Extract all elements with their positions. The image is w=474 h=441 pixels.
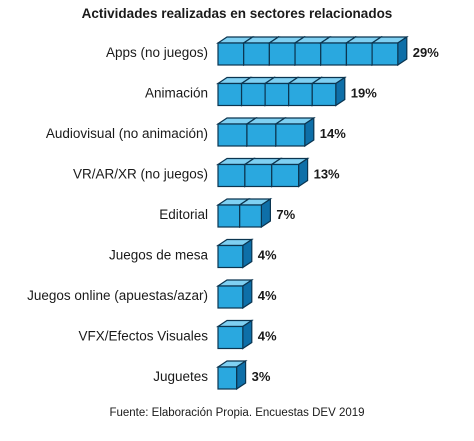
cube-front: [371, 42, 399, 66]
cube-front: [264, 82, 290, 107]
value-label: 13%: [314, 167, 340, 182]
category-label: Editorial: [159, 207, 208, 222]
category-label: Juegos online (apuestas/azar): [27, 288, 208, 303]
cube-front: [246, 123, 277, 147]
cube-front: [217, 325, 244, 350]
bar-cube: [273, 116, 316, 148]
bar-9: Juguetes 3%: [153, 359, 271, 391]
category-label: VR/AR/XR (no juegos): [73, 167, 208, 182]
category-label: VFX/Efectos Visuales: [78, 329, 208, 344]
cube-front: [268, 42, 296, 66]
value-label: 14%: [320, 126, 346, 141]
cube-front: [275, 123, 306, 147]
cube-front: [217, 42, 245, 66]
cube-front: [244, 163, 273, 188]
cube-front: [239, 204, 262, 228]
bar-cube: [310, 76, 347, 107]
cube-front: [217, 244, 244, 269]
value-label: 4%: [258, 288, 277, 303]
value-label: 3%: [252, 369, 271, 384]
category-label: Audiovisual (no animación): [46, 126, 208, 141]
category-label: Juguetes: [153, 369, 208, 384]
cube-front: [294, 42, 322, 66]
value-label: 7%: [276, 207, 295, 222]
cube-front: [217, 285, 244, 309]
bar-2: Animación 19%: [145, 76, 377, 107]
bar-cube: [216, 319, 254, 350]
cube-front: [243, 42, 270, 66]
bar-7: Juegos online (apuestas/azar) 4%: [27, 278, 277, 310]
bar-cube: [269, 157, 310, 188]
cube-front: [240, 82, 266, 107]
cube-front: [217, 204, 241, 228]
bar-6: Juegos de mesa 4%: [109, 238, 277, 269]
category-label: Juegos de mesa: [109, 248, 209, 263]
cube-front: [217, 82, 243, 107]
bar-8: VFX/Efectos Visuales 4%: [78, 319, 277, 350]
cube-front: [288, 82, 313, 107]
bar-4: VR/AR/XR (no juegos) 13%: [73, 157, 340, 188]
chart-source: Fuente: Elaboración Propia. Encuestas DE…: [109, 407, 365, 419]
cube-front: [217, 123, 248, 147]
bar-cube: [370, 35, 409, 67]
bar-cube: [216, 238, 254, 269]
value-label: 29%: [413, 45, 439, 60]
cube-front: [311, 82, 337, 107]
cube-front: [217, 366, 238, 390]
chart-title: Actividades realizadas en sectores relac…: [81, 6, 393, 21]
bar-cube: [216, 359, 248, 391]
value-label: 19%: [351, 86, 377, 101]
cube-front: [271, 163, 300, 188]
bar-cube: [216, 278, 254, 310]
bar-1: Apps (no juegos) 29%: [106, 35, 439, 67]
value-label: 4%: [258, 329, 277, 344]
cube-front: [320, 42, 348, 66]
category-label: Animación: [145, 86, 208, 101]
bar-5: Editorial 7%: [159, 197, 296, 229]
category-label: Apps (no juegos): [106, 45, 208, 60]
bar-cube: [237, 197, 273, 229]
value-label: 4%: [258, 248, 277, 263]
cube-front: [345, 42, 373, 66]
cube-front: [217, 163, 246, 188]
bar-3: Audiovisual (no animación) 14%: [46, 116, 346, 148]
